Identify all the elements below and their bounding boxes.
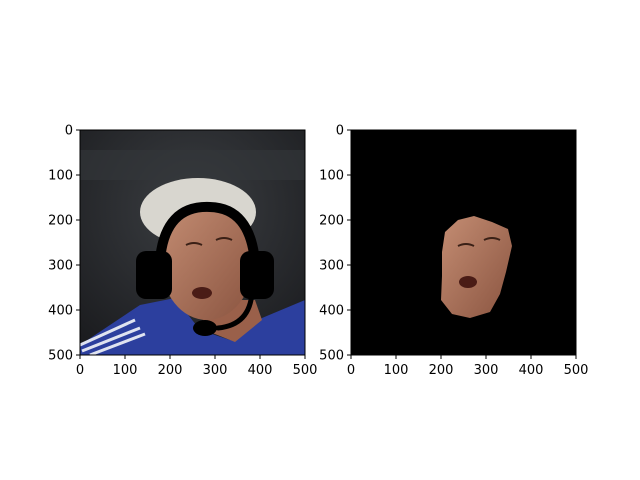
mic-head xyxy=(193,320,217,336)
right-x-tick-label: 100 xyxy=(384,363,409,378)
right-x-tick-label: 500 xyxy=(564,363,589,378)
left-x-tick-label: 500 xyxy=(293,363,318,378)
right-y-tick-label: 300 xyxy=(319,259,344,274)
right-y-tick-label: 100 xyxy=(319,169,344,184)
left-y-tick-label: 400 xyxy=(48,304,73,319)
right-image-panel xyxy=(351,130,576,355)
left-x-tick-label: 200 xyxy=(158,363,183,378)
mic-boom xyxy=(215,289,255,331)
extracted-eyes xyxy=(457,237,501,247)
left-y-tick-label: 300 xyxy=(48,259,73,274)
right-y-tick-label: 500 xyxy=(319,349,344,364)
left-axes-frame xyxy=(79,129,306,356)
headset-band xyxy=(155,201,260,267)
right-x-tick-label: 200 xyxy=(429,363,454,378)
right-axes-frame xyxy=(350,129,577,356)
left-y-tick-label: 500 xyxy=(48,349,73,364)
background-blur-band xyxy=(80,150,305,180)
right-x-tick-label: 300 xyxy=(474,363,499,378)
left-y-tick-label: 100 xyxy=(48,169,73,184)
blue-jersey xyxy=(80,298,305,355)
right-y-tick-label: 0 xyxy=(336,124,344,139)
right-x-tick-label: 400 xyxy=(519,363,544,378)
right-y-tick-label: 200 xyxy=(319,214,344,229)
mouth xyxy=(192,287,212,299)
eyes xyxy=(185,237,233,246)
extracted-face-region xyxy=(441,216,512,318)
left-x-tick-label: 0 xyxy=(76,363,84,378)
jersey-stripes xyxy=(80,318,146,355)
face xyxy=(161,204,253,320)
left-x-tick-label: 400 xyxy=(248,363,273,378)
left-y-tick-label: 200 xyxy=(48,214,73,229)
right-x-tick-label: 0 xyxy=(347,363,355,378)
right-y-tick-label: 400 xyxy=(319,304,344,319)
left-x-tick-label: 100 xyxy=(113,363,138,378)
left-earcup xyxy=(136,251,172,299)
left-x-tick-label: 300 xyxy=(203,363,228,378)
extracted-mouth xyxy=(459,276,477,288)
right-earcup xyxy=(240,251,274,299)
left-y-tick-label: 0 xyxy=(65,124,73,139)
left-image-panel xyxy=(80,130,305,355)
